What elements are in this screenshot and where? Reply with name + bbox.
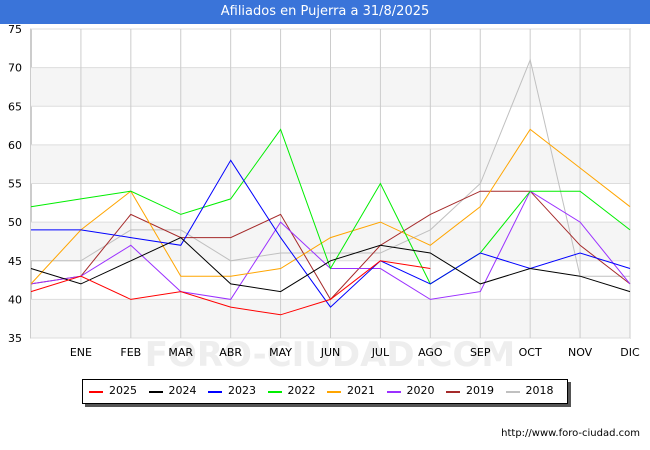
title-bar: Afiliados en Pujerra a 31/8/2025 bbox=[0, 0, 650, 24]
gridlines bbox=[31, 28, 631, 339]
series-line-2022 bbox=[30, 128, 631, 285]
legend-label: 2019 bbox=[466, 384, 494, 397]
watermark: FORO-CIUDAD.COM bbox=[145, 335, 516, 375]
y-tick-label: 50 bbox=[8, 216, 22, 229]
legend-swatch bbox=[505, 391, 520, 393]
y-tick-label: 60 bbox=[8, 139, 22, 152]
y-tick-label: 65 bbox=[8, 100, 22, 113]
x-tick-label: MAY bbox=[269, 346, 292, 359]
x-tick-label: JUL bbox=[371, 346, 390, 359]
legend-swatch bbox=[327, 391, 341, 393]
series-lines bbox=[30, 58, 631, 316]
legend-swatch bbox=[148, 391, 163, 393]
x-tick-label: MAR bbox=[168, 346, 193, 359]
y-tick-label: 35 bbox=[8, 332, 22, 345]
source-credit: http://www.foro-ciudad.com bbox=[501, 428, 640, 439]
x-tick-label: OCT bbox=[519, 346, 542, 359]
x-tick-label: DIC bbox=[620, 346, 640, 359]
y-tick-label: 75 bbox=[8, 23, 22, 36]
chart-title: Afiliados en Pujerra a 31/8/2025 bbox=[220, 4, 430, 19]
legend-label: 2025 bbox=[109, 384, 137, 397]
legend-label: 2023 bbox=[228, 384, 256, 397]
legend-swatch bbox=[208, 391, 222, 393]
x-tick-label: SEP bbox=[470, 346, 491, 359]
x-tick-label: NOV bbox=[568, 346, 593, 359]
legend-swatch bbox=[386, 391, 401, 393]
y-tick-label: 40 bbox=[8, 293, 22, 306]
legend: 2025 2024 2023 2022 2021 2020 2019 2018 bbox=[82, 379, 568, 404]
legend-label: 2020 bbox=[406, 384, 435, 397]
x-tick-label: FEB bbox=[120, 346, 141, 359]
series-line-2018 bbox=[31, 58, 630, 277]
x-axis-ticks: ENE FEB MAR ABR MAY JUN JUL AGO SEP OCT NOV DIC bbox=[70, 346, 640, 359]
legend-swatch bbox=[267, 391, 282, 393]
x-tick-label: JUN bbox=[320, 346, 341, 359]
series-line-2025 bbox=[30, 260, 431, 316]
y-tick-label: 45 bbox=[8, 255, 22, 268]
y-tick-label: 55 bbox=[8, 178, 22, 191]
legend-label: 2024 bbox=[168, 384, 197, 397]
y-tick-label: 70 bbox=[8, 62, 22, 75]
legend-swatch bbox=[446, 391, 460, 393]
x-tick-label: ENE bbox=[70, 346, 92, 359]
x-tick-label: ABR bbox=[219, 346, 242, 359]
legend-label: 2022 bbox=[287, 384, 316, 397]
legend-label: 2018 bbox=[525, 384, 554, 397]
y-axis-ticks: 35 40 45 50 55 60 65 70 75 bbox=[8, 23, 22, 345]
x-tick-label: AGO bbox=[418, 346, 443, 359]
legend-swatch bbox=[89, 391, 103, 393]
series-line-2024 bbox=[30, 237, 631, 293]
legend-label: 2021 bbox=[347, 384, 375, 397]
